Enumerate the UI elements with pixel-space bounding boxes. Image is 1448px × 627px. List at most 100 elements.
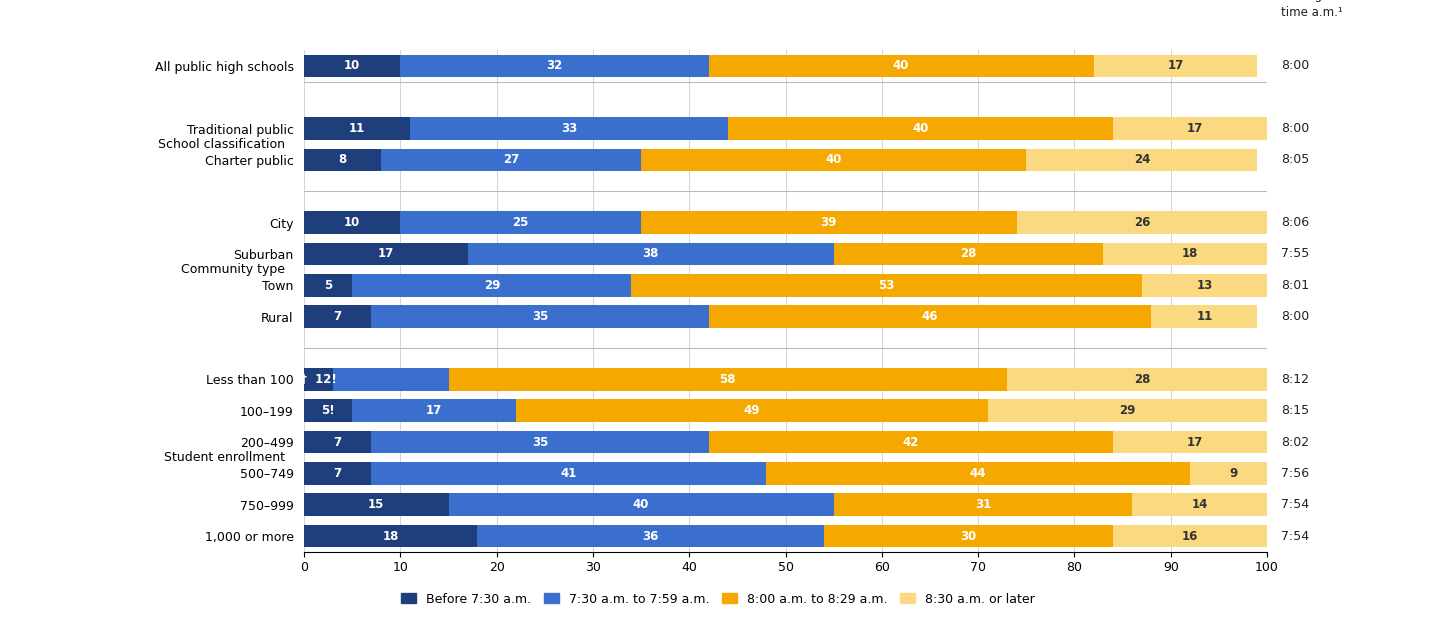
Bar bbox=[304, 55, 400, 77]
Bar bbox=[372, 305, 708, 328]
Text: 7:56: 7:56 bbox=[1281, 467, 1309, 480]
Text: School classification: School classification bbox=[158, 138, 285, 150]
Bar bbox=[1132, 493, 1267, 516]
Text: 32: 32 bbox=[546, 60, 563, 72]
Bar bbox=[449, 493, 834, 516]
Text: 33: 33 bbox=[560, 122, 576, 135]
Text: 5: 5 bbox=[324, 279, 332, 292]
Bar bbox=[708, 431, 1114, 453]
Text: 53: 53 bbox=[879, 279, 895, 292]
Bar bbox=[304, 117, 410, 140]
Text: 8:01: 8:01 bbox=[1281, 279, 1309, 292]
Text: 8:00: 8:00 bbox=[1281, 60, 1309, 72]
Bar bbox=[834, 243, 1103, 265]
Bar bbox=[449, 368, 1006, 391]
Bar bbox=[515, 399, 988, 422]
Bar bbox=[304, 525, 478, 547]
Text: 28: 28 bbox=[1134, 373, 1150, 386]
Bar bbox=[1142, 274, 1267, 297]
Text: 14: 14 bbox=[1192, 498, 1208, 511]
Text: 8:02: 8:02 bbox=[1281, 436, 1309, 448]
Text: 40: 40 bbox=[893, 60, 909, 72]
Bar bbox=[1114, 431, 1277, 453]
Text: 7: 7 bbox=[333, 436, 342, 448]
Text: Average start
time a.m.¹: Average start time a.m.¹ bbox=[1281, 0, 1361, 19]
Bar bbox=[304, 149, 381, 171]
Bar bbox=[824, 525, 1114, 547]
Bar bbox=[1027, 149, 1257, 171]
Text: Community type: Community type bbox=[181, 263, 285, 276]
Text: 10: 10 bbox=[345, 60, 361, 72]
Text: 29: 29 bbox=[484, 279, 500, 292]
Bar bbox=[834, 493, 1132, 516]
Text: 7: 7 bbox=[333, 467, 342, 480]
Text: 36: 36 bbox=[643, 530, 659, 542]
Bar bbox=[372, 462, 766, 485]
Text: 7:55: 7:55 bbox=[1281, 248, 1309, 260]
Text: 39: 39 bbox=[821, 216, 837, 229]
Text: 17: 17 bbox=[1187, 122, 1203, 135]
Text: 17: 17 bbox=[1167, 60, 1183, 72]
Bar bbox=[1093, 55, 1257, 77]
Text: 42: 42 bbox=[902, 436, 919, 448]
Text: 17: 17 bbox=[426, 404, 442, 417]
Text: 35: 35 bbox=[531, 436, 549, 448]
Text: 15: 15 bbox=[368, 498, 385, 511]
Text: 38: 38 bbox=[643, 248, 659, 260]
Text: 8:00: 8:00 bbox=[1281, 122, 1309, 135]
Text: 25: 25 bbox=[513, 216, 529, 229]
Text: 9: 9 bbox=[1229, 467, 1238, 480]
Text: 8:00: 8:00 bbox=[1281, 310, 1309, 323]
Text: 10: 10 bbox=[345, 216, 361, 229]
Text: 26: 26 bbox=[1134, 216, 1150, 229]
Text: 40: 40 bbox=[633, 498, 649, 511]
Bar bbox=[304, 462, 372, 485]
Text: 31: 31 bbox=[975, 498, 990, 511]
Text: 7:54: 7:54 bbox=[1281, 530, 1309, 542]
Text: 35: 35 bbox=[531, 310, 549, 323]
Bar bbox=[478, 525, 824, 547]
Text: 58: 58 bbox=[720, 373, 736, 386]
Text: 46: 46 bbox=[922, 310, 938, 323]
Text: 8:06: 8:06 bbox=[1281, 216, 1309, 229]
Bar bbox=[410, 117, 728, 140]
Text: 18: 18 bbox=[382, 530, 400, 542]
Text: 18: 18 bbox=[1182, 248, 1197, 260]
Bar bbox=[1114, 117, 1277, 140]
Text: 13: 13 bbox=[1196, 279, 1212, 292]
Text: 8:12: 8:12 bbox=[1281, 373, 1309, 386]
Text: 8:05: 8:05 bbox=[1281, 154, 1309, 166]
Bar bbox=[1006, 368, 1277, 391]
Bar bbox=[1114, 525, 1267, 547]
Bar bbox=[1103, 243, 1277, 265]
Text: 16: 16 bbox=[1182, 530, 1197, 542]
Text: Student enrollment: Student enrollment bbox=[164, 451, 285, 464]
Text: 17: 17 bbox=[1187, 436, 1203, 448]
Text: 24: 24 bbox=[1134, 154, 1150, 166]
Legend: Before 7:30 a.m., 7:30 a.m. to 7:59 a.m., 8:00 a.m. to 8:29 a.m., 8:30 a.m. or l: Before 7:30 a.m., 7:30 a.m. to 7:59 a.m.… bbox=[397, 587, 1040, 611]
Bar bbox=[304, 368, 333, 391]
Bar bbox=[304, 493, 449, 516]
Bar bbox=[352, 399, 515, 422]
Bar bbox=[304, 211, 400, 234]
Text: 8:15: 8:15 bbox=[1281, 404, 1309, 417]
Bar bbox=[400, 211, 641, 234]
Text: 5!: 5! bbox=[321, 404, 334, 417]
Bar bbox=[304, 243, 468, 265]
Bar bbox=[381, 149, 641, 171]
Text: 41: 41 bbox=[560, 467, 578, 480]
Bar bbox=[641, 211, 1016, 234]
Text: 17: 17 bbox=[378, 248, 394, 260]
Bar bbox=[1016, 211, 1267, 234]
Bar bbox=[1190, 462, 1277, 485]
Bar bbox=[352, 274, 631, 297]
Text: 40: 40 bbox=[912, 122, 928, 135]
Bar bbox=[708, 55, 1093, 77]
Bar bbox=[304, 274, 352, 297]
Text: 7: 7 bbox=[333, 310, 342, 323]
Bar bbox=[468, 243, 834, 265]
Text: †  12!: † 12! bbox=[301, 373, 336, 386]
Text: 30: 30 bbox=[960, 530, 976, 542]
Bar bbox=[304, 431, 372, 453]
Text: 29: 29 bbox=[1119, 404, 1135, 417]
